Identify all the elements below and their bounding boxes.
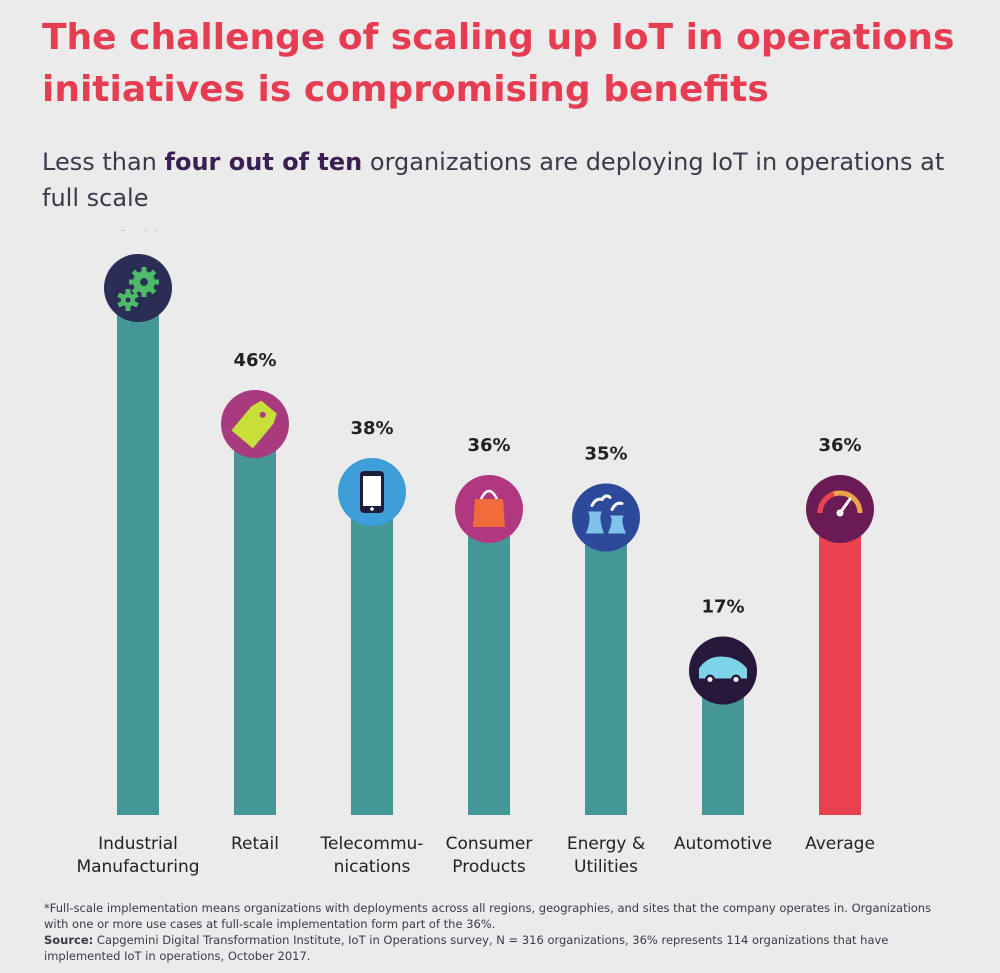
gauge-icon: [806, 475, 874, 543]
bar-0: [117, 288, 159, 815]
bar-4: [585, 517, 627, 815]
value-label-3: 36%: [467, 435, 510, 456]
bar-3: [468, 509, 510, 815]
gears-icon: [104, 254, 172, 322]
category-label-0: Industrial Manufacturing: [76, 834, 199, 877]
footnote-note: *Full-scale implementation means organiz…: [44, 901, 932, 931]
car-icon: [689, 636, 757, 705]
source-label: Source:: [44, 933, 94, 947]
category-label-4: Energy & Utilities: [567, 834, 645, 877]
bar-2: [351, 492, 393, 815]
bar-1: [234, 424, 276, 815]
source-text: Capgemini Digital Transformation Institu…: [44, 933, 889, 963]
subtitle-lead: Less than: [42, 148, 165, 176]
subtitle-emphasis: four out of ten: [164, 148, 363, 176]
category-label-2: Telecommu-nications: [320, 834, 424, 877]
chart-subtitle: Less than four out of ten organizations …: [42, 144, 972, 216]
value-label-1: 46%: [233, 350, 276, 371]
subtitle-tail: organizations are deploying IoT in opera…: [42, 148, 945, 212]
footnote: *Full-scale implementation means organiz…: [44, 900, 944, 964]
value-label-2: 38%: [350, 418, 393, 439]
price-tag-icon: [221, 390, 289, 458]
category-label-6: Average: [805, 834, 875, 854]
power-plant-icon: [572, 483, 640, 552]
value-label-5: 17%: [701, 597, 744, 618]
category-label-3: Consumer Products: [446, 834, 533, 877]
value-label-6: 36%: [818, 435, 861, 456]
shopping-bag-icon: [455, 475, 523, 543]
category-label-1: Retail: [231, 834, 279, 854]
smartphone-icon: [338, 458, 406, 526]
category-label-5: Automotive: [674, 834, 772, 854]
chart-title: The challenge of scaling up IoT in opera…: [42, 17, 955, 110]
value-label-0: 62%: [116, 230, 159, 235]
value-label-4: 35%: [584, 444, 627, 465]
bar-6: [819, 509, 861, 815]
